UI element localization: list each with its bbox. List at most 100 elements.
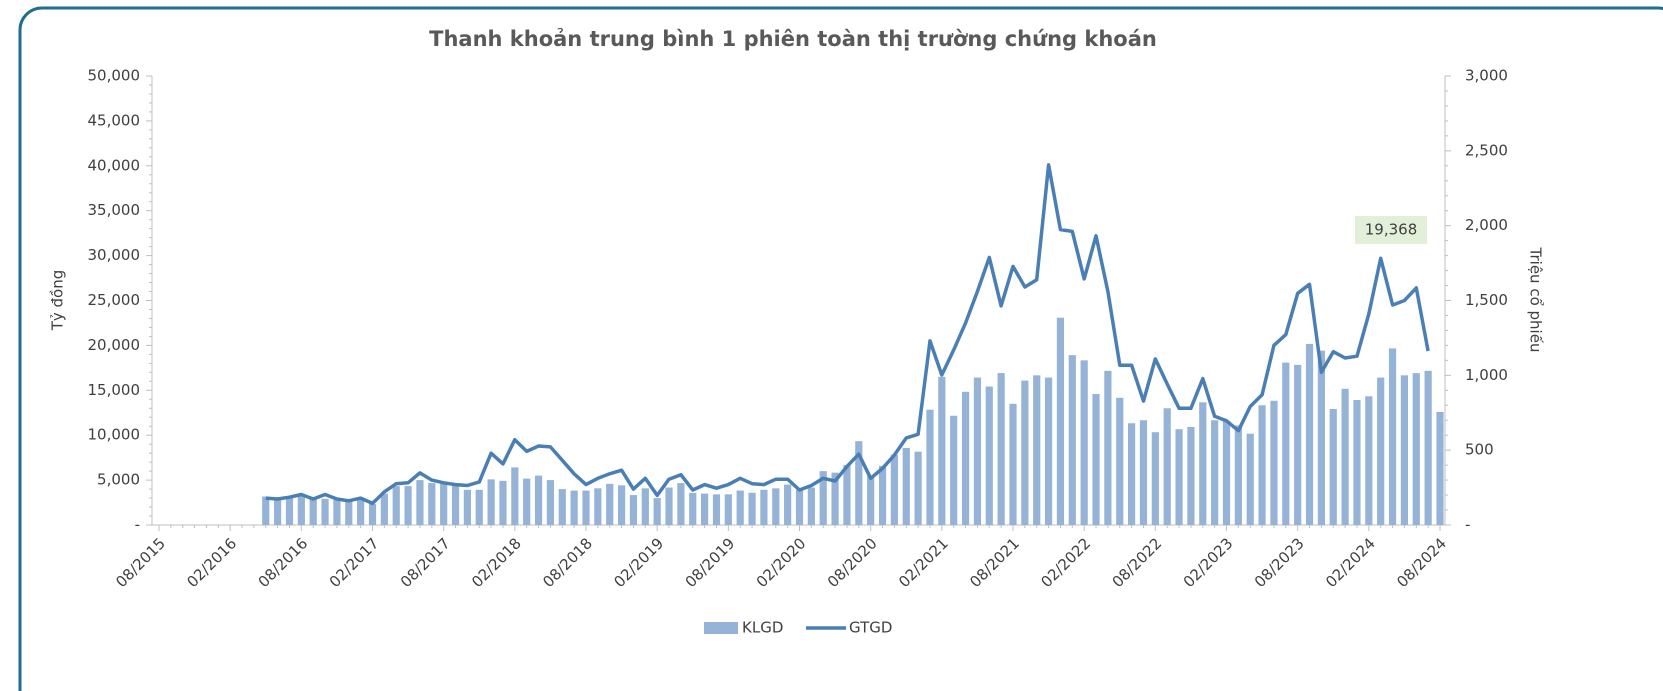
bar xyxy=(1033,375,1041,525)
bar xyxy=(404,486,412,525)
bar xyxy=(594,488,602,525)
bar xyxy=(926,409,934,525)
y-axis-title: Tỷ đồng xyxy=(49,270,67,332)
bar xyxy=(1436,412,1444,525)
bar xyxy=(748,492,756,525)
bar xyxy=(511,467,519,525)
bar xyxy=(1234,425,1242,525)
bar xyxy=(1412,373,1420,525)
y2-tick-label: 2,000 xyxy=(1465,216,1508,234)
bar xyxy=(1365,396,1373,525)
bar xyxy=(689,492,697,525)
bar xyxy=(902,447,910,525)
bar xyxy=(1151,432,1159,525)
legend-label: GTGD xyxy=(849,619,892,637)
y2-tick-label: 2,500 xyxy=(1465,141,1508,159)
bar xyxy=(1068,355,1076,525)
bar xyxy=(831,472,839,525)
bar xyxy=(357,498,365,525)
bar xyxy=(558,489,566,525)
bar xyxy=(1116,397,1124,525)
bar xyxy=(451,485,460,525)
bar xyxy=(487,479,495,525)
bar xyxy=(772,488,780,525)
bar xyxy=(1294,364,1302,525)
bar xyxy=(617,485,626,525)
y-tick-label: 10,000 xyxy=(88,426,141,444)
y-tick-label: 25,000 xyxy=(88,291,141,309)
bar xyxy=(1353,400,1361,525)
bar xyxy=(1329,409,1337,525)
bar xyxy=(629,495,638,525)
bar xyxy=(878,465,887,525)
bar xyxy=(368,504,377,525)
data-label: 19,368 xyxy=(1365,221,1418,239)
bar xyxy=(546,480,555,525)
bar xyxy=(1377,377,1385,525)
line xyxy=(265,163,1430,506)
bar xyxy=(416,480,424,525)
bar xyxy=(784,484,792,525)
chart-title: Thanh khoản trung bình 1 phiên toàn thị … xyxy=(429,27,1157,51)
legend-swatch xyxy=(704,622,738,634)
bar xyxy=(677,483,685,525)
y-tick-label: 45,000 xyxy=(88,111,141,129)
bar xyxy=(1187,426,1195,525)
bar xyxy=(712,494,721,525)
bar xyxy=(1139,420,1148,525)
bar xyxy=(1400,375,1409,525)
bar xyxy=(1175,429,1183,525)
y2-tick-label: 1,500 xyxy=(1465,291,1508,309)
bar xyxy=(534,475,543,525)
legend-label: KLGD xyxy=(742,619,783,637)
data-label-box xyxy=(1355,216,1427,244)
bar xyxy=(392,486,400,525)
bar xyxy=(950,415,958,525)
y-tick-label: 35,000 xyxy=(88,201,141,219)
bar xyxy=(1258,405,1266,525)
bar xyxy=(1222,420,1231,525)
bar xyxy=(997,373,1005,525)
bar xyxy=(570,490,578,525)
bar xyxy=(985,386,993,525)
bar xyxy=(1092,394,1100,525)
y2-tick-label: 1,000 xyxy=(1465,366,1508,384)
bar xyxy=(1317,350,1325,525)
bar xyxy=(321,498,329,525)
bar xyxy=(463,489,471,525)
bar xyxy=(867,475,875,525)
y-tick-label: 50,000 xyxy=(88,67,141,85)
bar xyxy=(1056,317,1065,525)
bar xyxy=(701,493,709,525)
y2-tick-label: - xyxy=(1465,516,1470,534)
bar xyxy=(961,391,970,525)
bar xyxy=(819,471,827,525)
bar xyxy=(1104,370,1112,525)
bar xyxy=(380,493,388,525)
bar xyxy=(285,498,294,525)
bar xyxy=(807,487,815,525)
bar xyxy=(1341,388,1349,525)
bar xyxy=(262,496,270,525)
y-tick-label: - xyxy=(135,516,140,534)
bar xyxy=(582,490,590,525)
bar xyxy=(1163,408,1171,525)
bar xyxy=(653,498,661,525)
y-tick-label: 5,000 xyxy=(97,471,140,489)
bar xyxy=(760,489,768,525)
bar xyxy=(1080,360,1088,525)
bar xyxy=(1246,433,1254,525)
bar xyxy=(1388,348,1397,525)
bar xyxy=(428,483,436,525)
bar xyxy=(973,377,982,525)
bar xyxy=(890,454,898,525)
bar xyxy=(1305,343,1314,525)
bar xyxy=(297,495,305,525)
bar xyxy=(1270,400,1278,525)
bar xyxy=(1424,370,1432,525)
bar xyxy=(736,490,744,525)
bar xyxy=(1128,423,1136,525)
y-tick-label: 15,000 xyxy=(88,381,141,399)
bar xyxy=(333,499,341,525)
